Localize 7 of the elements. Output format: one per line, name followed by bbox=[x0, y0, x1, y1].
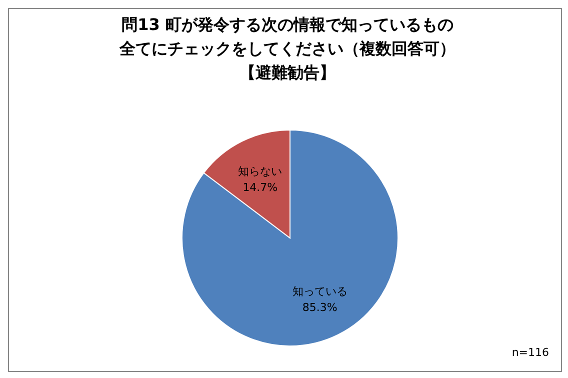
data-label: 14.7% bbox=[242, 181, 278, 194]
data-label: 85.3% bbox=[302, 300, 338, 314]
slice-label: 知っている bbox=[292, 284, 348, 298]
slice-label: 知らない bbox=[238, 165, 282, 178]
pie-slice bbox=[182, 130, 398, 346]
chart-title: 問13 町が発令する次の情報で知っているもの全てにチェックをしてください（複数回答可）【避難勧告】 bbox=[118, 14, 456, 84]
text: n=116 bbox=[512, 346, 549, 359]
